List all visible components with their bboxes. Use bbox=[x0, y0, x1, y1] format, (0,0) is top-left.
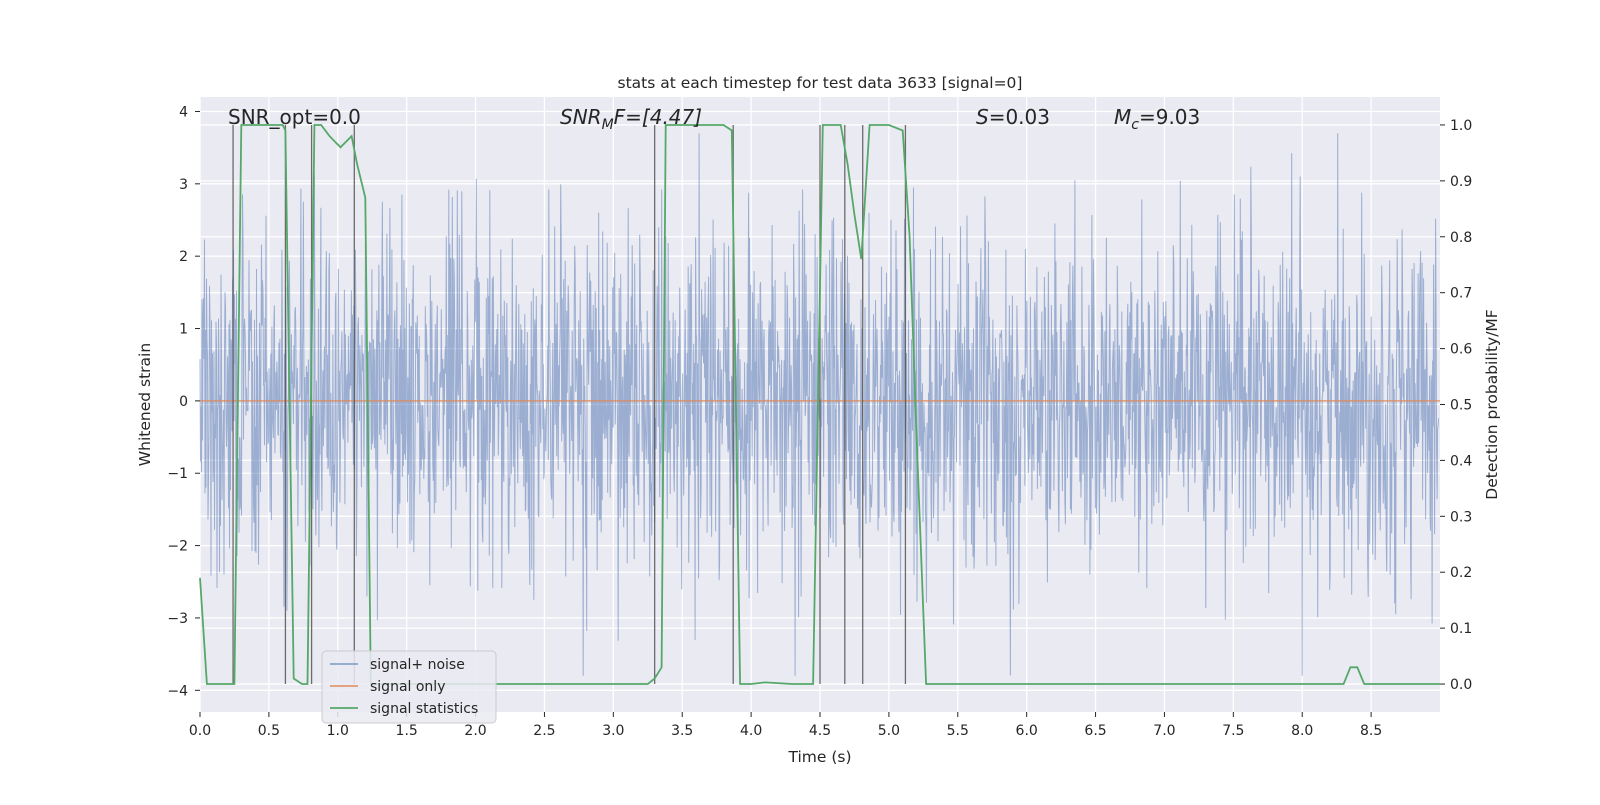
y-right-tick-label: 0.6 bbox=[1450, 342, 1472, 358]
detection-markers bbox=[232, 124, 907, 685]
x-tick-label: 1.5 bbox=[396, 723, 418, 739]
y-right-tick-label: 0.7 bbox=[1450, 286, 1472, 302]
annotation-s: S=0.03 bbox=[976, 105, 1050, 129]
y-right-tick-label: 0.3 bbox=[1450, 509, 1472, 525]
y-right-tick-label: 0.9 bbox=[1450, 174, 1472, 190]
x-tick-label: 8.5 bbox=[1360, 723, 1382, 739]
x-tick-label: 0.5 bbox=[258, 723, 280, 739]
x-tick-label: 8.0 bbox=[1291, 723, 1313, 739]
x-tick-label: 4.0 bbox=[740, 723, 762, 739]
y-axis-label-left: Whitened strain bbox=[136, 343, 154, 466]
y-right-tick-label: 1.0 bbox=[1450, 118, 1472, 134]
x-tick-label: 6.5 bbox=[1084, 723, 1106, 739]
annotation-s-value: =0.03 bbox=[989, 105, 1050, 129]
annotation-s-symbol: S bbox=[976, 105, 989, 129]
y-axis-label-right: Detection probability/MF bbox=[1483, 309, 1501, 500]
chart-title: stats at each timestep for test data 363… bbox=[618, 74, 1023, 92]
annotation-mc-subscript: c bbox=[1131, 117, 1139, 133]
annotation-snr-opt: SNR_opt=0.0 bbox=[228, 105, 361, 129]
x-tick-label: 5.5 bbox=[947, 723, 969, 739]
legend: signal+ noise signal only signal statist… bbox=[321, 650, 497, 724]
y-right-tick-label: 0.5 bbox=[1450, 398, 1472, 414]
annotation-snr-mf-symbol: SNR bbox=[560, 105, 602, 129]
y-left-tick-label: −2 bbox=[167, 539, 188, 555]
x-tick-label: 2.5 bbox=[533, 723, 555, 739]
y-left-tick-label: −4 bbox=[167, 683, 188, 699]
x-tick-label: 6.0 bbox=[1016, 723, 1038, 739]
annotation-mc-symbol: M bbox=[1114, 105, 1131, 129]
x-tick-label: 1.0 bbox=[327, 723, 349, 739]
x-tick-label: 3.5 bbox=[671, 723, 693, 739]
y-right-tick-label: 0.1 bbox=[1450, 621, 1472, 637]
annotation-mc-value: =9.03 bbox=[1139, 105, 1200, 129]
x-tick-label: 5.0 bbox=[878, 723, 900, 739]
annotation-snr-mf: SNRMF=[4.47] bbox=[560, 105, 702, 133]
y-left-tick-label: −3 bbox=[167, 611, 188, 627]
legend-entry-signal-noise: signal+ noise bbox=[370, 657, 465, 673]
x-axis-label: Time (s) bbox=[787, 748, 851, 766]
annotation-snr-mf-subscript: M bbox=[602, 117, 614, 133]
legend-box bbox=[321, 650, 497, 724]
y-left-tick-label: 0 bbox=[179, 394, 188, 410]
y-left-tick-label: −1 bbox=[167, 466, 188, 482]
x-tick-label: 2.0 bbox=[464, 723, 486, 739]
y-left-tick-label: 1 bbox=[179, 322, 188, 338]
y-right-tick-label: 0.0 bbox=[1450, 677, 1472, 693]
y-right-tick-label: 0.8 bbox=[1450, 230, 1472, 246]
series-signal-statistics-line bbox=[199, 124, 1440, 685]
y-left-tick-label: 3 bbox=[179, 177, 188, 193]
x-tick-label: 7.0 bbox=[1153, 723, 1175, 739]
y-left-tick-label: 2 bbox=[179, 249, 188, 265]
axis-ticks: 0.0 0.5 1.0 1.5 2.0 2.5 3.0 3.5 4.0 4.5 5.0 5.5 6.0 6… bbox=[167, 104, 1472, 739]
legend-entry-signal-statistics: signal statistics bbox=[370, 701, 478, 717]
x-tick-label: 3.0 bbox=[602, 723, 624, 739]
y-left-tick-label: 4 bbox=[179, 104, 188, 120]
x-tick-label: 7.5 bbox=[1222, 723, 1244, 739]
x-tick-label: 0.0 bbox=[189, 723, 211, 739]
y-right-tick-label: 0.4 bbox=[1450, 453, 1472, 469]
annotation-mc: Mc=9.03 bbox=[1114, 105, 1200, 133]
annotation-snr-mf-rest: F=[4.47] bbox=[614, 105, 702, 129]
x-tick-label: 4.5 bbox=[809, 723, 831, 739]
legend-entry-signal-only: signal only bbox=[370, 679, 445, 695]
y-right-tick-label: 0.2 bbox=[1450, 565, 1472, 581]
